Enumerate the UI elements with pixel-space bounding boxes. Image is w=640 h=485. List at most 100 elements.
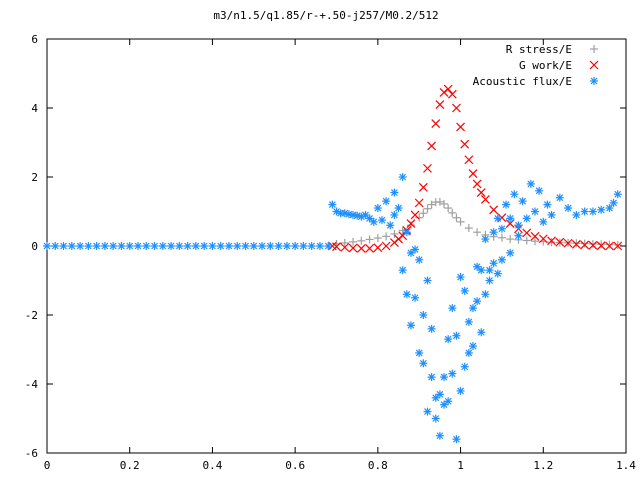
data-point	[485, 276, 494, 285]
data-point	[423, 163, 432, 173]
data-point	[419, 311, 428, 319]
data-point	[431, 414, 440, 423]
data-point	[241, 242, 250, 250]
data-point	[468, 342, 477, 351]
data-point	[274, 242, 283, 250]
data-point	[506, 248, 515, 257]
series-acoustic-flux-e	[43, 173, 622, 444]
data-point	[444, 204, 453, 213]
data-point	[555, 193, 564, 202]
data-point	[613, 241, 623, 251]
data-point	[200, 242, 209, 250]
legend-label: G work/E	[519, 59, 572, 72]
data-point	[348, 243, 358, 253]
data-point	[402, 290, 411, 299]
data-point	[431, 119, 441, 128]
data-point	[502, 200, 511, 209]
data-point	[580, 207, 589, 216]
data-point	[605, 204, 614, 213]
y-tick-label: -6	[25, 447, 38, 460]
y-tick-label: 0	[31, 240, 38, 253]
data-point	[191, 242, 200, 250]
data-point	[481, 235, 490, 244]
data-point	[514, 231, 523, 240]
data-point	[514, 221, 523, 230]
data-point	[435, 197, 444, 206]
data-point	[411, 293, 420, 302]
data-point	[526, 179, 535, 188]
data-point	[427, 200, 436, 209]
data-point	[423, 204, 432, 213]
x-tick-label: 0.8	[368, 459, 388, 472]
data-point	[596, 241, 606, 251]
data-point	[249, 242, 258, 250]
data-point	[456, 386, 465, 395]
data-point	[522, 214, 531, 223]
data-point	[555, 237, 565, 247]
data-point	[402, 228, 411, 237]
data-point	[460, 362, 469, 371]
data-point	[448, 208, 457, 217]
series-r-stress-e	[332, 197, 622, 249]
data-point	[100, 242, 109, 250]
data-point	[506, 235, 515, 244]
data-point	[572, 239, 581, 248]
y-tick-label: 2	[31, 171, 38, 184]
data-point	[456, 122, 465, 132]
data-point	[398, 266, 407, 275]
data-point	[539, 217, 548, 226]
data-point	[489, 259, 498, 268]
data-point	[282, 242, 291, 250]
data-point	[472, 179, 482, 189]
data-point	[357, 236, 366, 245]
legend-entry: Acoustic flux/E	[473, 75, 598, 88]
data-point	[473, 297, 482, 306]
data-point	[452, 435, 461, 444]
data-point	[369, 217, 378, 226]
data-point	[588, 239, 597, 248]
data-point	[291, 242, 300, 250]
data-point	[493, 214, 502, 223]
data-point	[117, 242, 126, 250]
data-point	[423, 276, 432, 285]
data-point	[456, 217, 465, 226]
data-point	[464, 224, 473, 233]
data-point	[497, 233, 506, 242]
data-point	[258, 242, 267, 250]
data-point	[266, 242, 275, 250]
data-point	[414, 198, 424, 208]
data-point	[365, 243, 375, 253]
data-point	[531, 237, 540, 246]
data-point	[588, 240, 598, 250]
x-tick-label: 1.2	[533, 459, 553, 472]
data-point	[531, 207, 540, 216]
data-point	[349, 237, 358, 246]
data-point	[448, 304, 457, 313]
data-point	[332, 242, 341, 252]
data-point	[572, 210, 581, 219]
data-point	[468, 304, 477, 313]
data-point	[216, 242, 225, 250]
data-point	[373, 204, 382, 213]
data-point	[353, 211, 362, 220]
data-point	[76, 242, 85, 250]
x-tick-label: 0	[44, 459, 51, 472]
data-point	[597, 240, 606, 249]
data-point	[588, 207, 597, 216]
data-point	[427, 141, 437, 151]
data-point	[167, 242, 176, 250]
data-point	[530, 231, 540, 241]
data-point	[406, 221, 415, 230]
legend-entry: G work/E	[519, 59, 599, 72]
plot-axes: 0 0.2 0.4 0.6 0.8 1 1.2 1.4 -6 -4 -2 0 2 4 6	[25, 33, 637, 472]
data-point	[440, 373, 449, 382]
data-point	[328, 200, 337, 209]
data-point	[605, 240, 614, 249]
data-point	[386, 221, 395, 230]
data-point	[84, 242, 93, 250]
x-tick-label: 1.4	[616, 459, 636, 472]
data-point	[340, 242, 350, 252]
data-point	[390, 229, 399, 238]
data-point	[481, 290, 490, 299]
